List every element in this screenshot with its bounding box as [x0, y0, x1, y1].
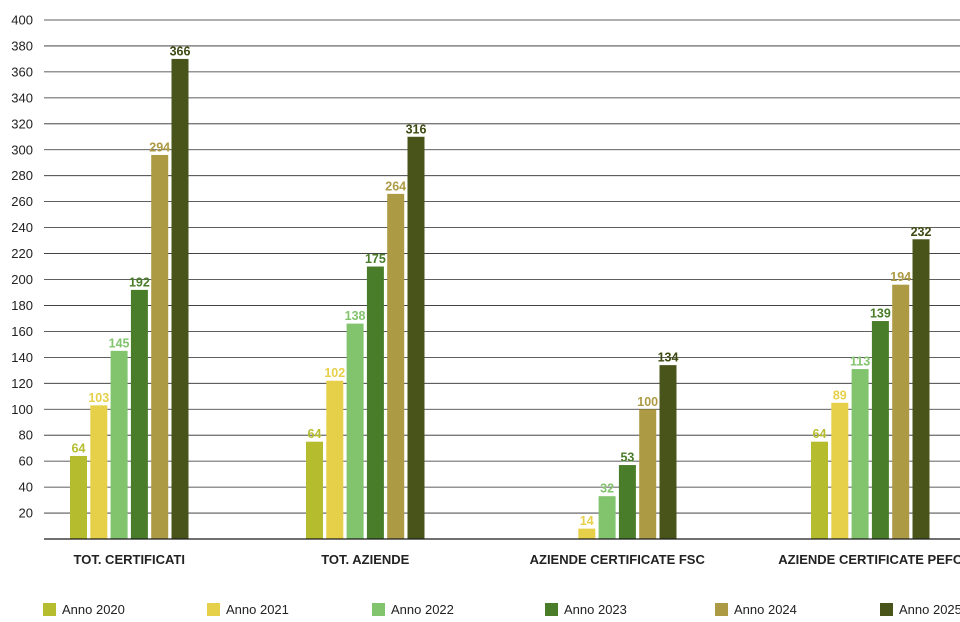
y-tick-label: 240 [11, 220, 33, 235]
y-tick-label: 120 [11, 376, 33, 391]
data-label: 53 [620, 451, 634, 465]
gridlines [44, 19, 960, 514]
bar-series [70, 58, 930, 540]
y-axis-ticks: 20 40 60 80 100 120 140 160 180 200 220 240 260 280 30… [11, 13, 33, 521]
legend-label: Anno 2024 [734, 602, 797, 617]
bar [346, 323, 364, 539]
legend-swatch [43, 603, 56, 616]
y-tick-label: 20 [19, 506, 33, 521]
data-label: 102 [324, 366, 345, 380]
x-category-label: TOT. AZIENDE [321, 552, 409, 567]
y-tick-label: 140 [11, 350, 33, 365]
y-tick-label: 360 [11, 64, 33, 79]
data-label: 264 [385, 179, 406, 193]
legend-swatch [207, 603, 220, 616]
data-label: 100 [637, 395, 658, 409]
y-tick-label: 40 [19, 480, 33, 495]
legend-label: Anno 2023 [564, 602, 627, 617]
legend-item: Anno 2025 [880, 602, 960, 617]
y-tick-label: 260 [11, 194, 33, 209]
y-tick-label: 200 [11, 272, 33, 287]
bar [366, 266, 384, 539]
bar [871, 321, 889, 539]
data-label: 145 [109, 336, 130, 350]
data-label: 134 [658, 351, 679, 365]
y-tick-label: 380 [11, 38, 33, 53]
data-label: 194 [890, 270, 911, 284]
data-label: 138 [345, 309, 366, 323]
legend-swatch [545, 603, 558, 616]
bar [851, 369, 869, 539]
data-label: 14 [580, 514, 594, 528]
data-label: 192 [129, 275, 150, 289]
data-label: 113 [850, 355, 870, 369]
y-tick-label: 320 [11, 116, 33, 131]
data-label: 139 [870, 307, 891, 321]
y-tick-label: 340 [11, 90, 33, 105]
bar [90, 405, 108, 539]
bar [811, 441, 828, 539]
data-label: 175 [365, 252, 386, 266]
bar [151, 154, 169, 539]
data-label: 232 [911, 225, 932, 239]
legend-label: Anno 2020 [62, 602, 125, 617]
bar [326, 380, 344, 539]
data-label: 89 [833, 388, 847, 402]
legend-swatch [372, 603, 385, 616]
bar [598, 496, 616, 539]
x-axis-categories: TOT. CERTIFICATI TOT. AZIENDE AZIENDE CERT… [74, 552, 960, 567]
bar [70, 455, 87, 539]
y-tick-label: 400 [11, 13, 33, 28]
bar [618, 465, 636, 539]
bar [387, 193, 405, 540]
y-tick-label: 60 [19, 454, 33, 469]
bar [306, 441, 323, 539]
data-label: 64 [813, 427, 827, 441]
y-tick-label: 220 [11, 246, 33, 261]
data-label: 64 [308, 427, 322, 441]
data-label: 366 [170, 44, 191, 58]
y-tick-label: 280 [11, 168, 33, 183]
y-tick-label: 80 [19, 428, 33, 443]
legend-item: Anno 2023 [545, 602, 627, 617]
y-tick-label: 100 [11, 402, 33, 417]
legend-item: Anno 2024 [715, 602, 797, 617]
legend-item: Anno 2021 [207, 602, 289, 617]
bar [130, 289, 148, 539]
x-category-label: AZIENDE CERTIFICATE FSC [530, 552, 706, 567]
y-tick-label: 300 [11, 142, 33, 157]
bar [171, 58, 189, 540]
data-label: 316 [406, 122, 427, 136]
bar [659, 365, 677, 539]
bar [912, 239, 930, 539]
bar [407, 136, 425, 539]
legend-swatch [880, 603, 893, 616]
y-tick-label: 160 [11, 324, 33, 339]
legend: Anno 2020 Anno 2021 Anno 2022 Anno 2023 Anno… [0, 602, 960, 622]
data-label: 32 [600, 482, 614, 496]
x-category-label: TOT. CERTIFICATI [74, 552, 185, 567]
legend-label: Anno 2022 [391, 602, 454, 617]
data-label: 103 [88, 391, 109, 405]
bar [831, 402, 849, 539]
y-tick-label: 180 [11, 298, 33, 313]
legend-swatch [715, 603, 728, 616]
bar [578, 528, 596, 539]
legend-label: Anno 2021 [226, 602, 289, 617]
legend-item: Anno 2022 [372, 602, 454, 617]
bar-chart: 20 40 60 80 100 120 140 160 180 200 220 240 260 280 30… [11, 13, 960, 567]
data-label: 294 [149, 140, 170, 154]
bar [639, 409, 657, 539]
legend-item: Anno 2020 [43, 602, 125, 617]
data-label: 64 [72, 441, 86, 455]
bar [892, 284, 910, 539]
legend-label: Anno 2025 [899, 602, 960, 617]
x-category-label: AZIENDE CERTIFICATE PEFC [778, 552, 960, 567]
bar [110, 350, 128, 539]
data-labels: 64 103 145 192 294 366 64 102 138 175 264 316 14 32 53… [72, 44, 932, 528]
